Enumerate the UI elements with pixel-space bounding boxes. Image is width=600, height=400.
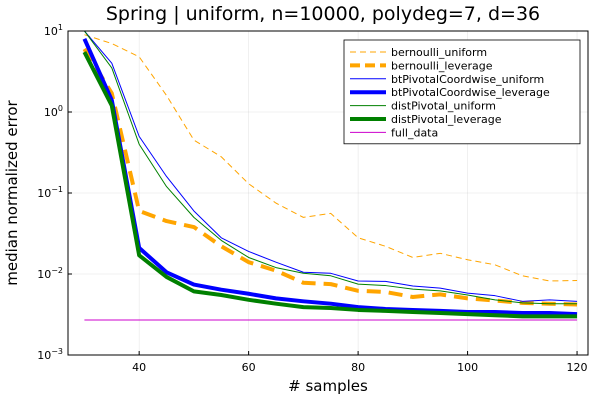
y-tick-label: 10−3	[37, 347, 63, 362]
series-line-btPivotalCoordwise-leverage	[82, 38, 578, 317]
y-tick-label: 101	[44, 23, 63, 38]
legend-label: distPivotal_leverage	[391, 113, 502, 126]
series-line-distPivotal-leverage	[82, 51, 578, 319]
x-tick-label: 60	[242, 361, 256, 374]
x-tick-label: 40	[132, 361, 146, 374]
series-layer	[82, 31, 578, 321]
legend-label: bernoulli_uniform	[391, 46, 487, 59]
series-line-bernoulli-leverage	[82, 47, 578, 307]
legend-label: distPivotal_uniform	[391, 100, 496, 113]
series-line-distPivotal-uniform	[84, 31, 578, 305]
y-tick-label: 10−2	[37, 266, 63, 281]
y-axis-label: median normalized error	[3, 99, 21, 285]
x-tick-label: 80	[351, 361, 365, 374]
series-line-bernoulli-uniform	[84, 34, 578, 282]
x-axis-label: # samples	[288, 377, 368, 395]
ticks: 40 60 80 100 120 10−3 10−2 10−1 100 101	[37, 23, 587, 374]
legend-label: full_data	[391, 126, 438, 139]
x-tick-label: 100	[457, 361, 478, 374]
chart-title: Spring | uniform, n=10000, polydeg=7, d=…	[106, 3, 540, 25]
legend: bernoulli_uniformbernoulli_leveragebtPiv…	[343, 39, 581, 145]
y-tick-label: 100	[44, 104, 63, 119]
legend-label: btPivotalCoordwise_uniform	[391, 73, 544, 86]
legend-label: btPivotalCoordwise_leverage	[391, 86, 550, 99]
series-line-btPivotalCoordwise-uniform	[84, 31, 578, 302]
x-tick-label: 120	[567, 361, 588, 374]
y-tick-label: 10−1	[37, 185, 63, 200]
legend-label: bernoulli_leverage	[391, 59, 493, 72]
